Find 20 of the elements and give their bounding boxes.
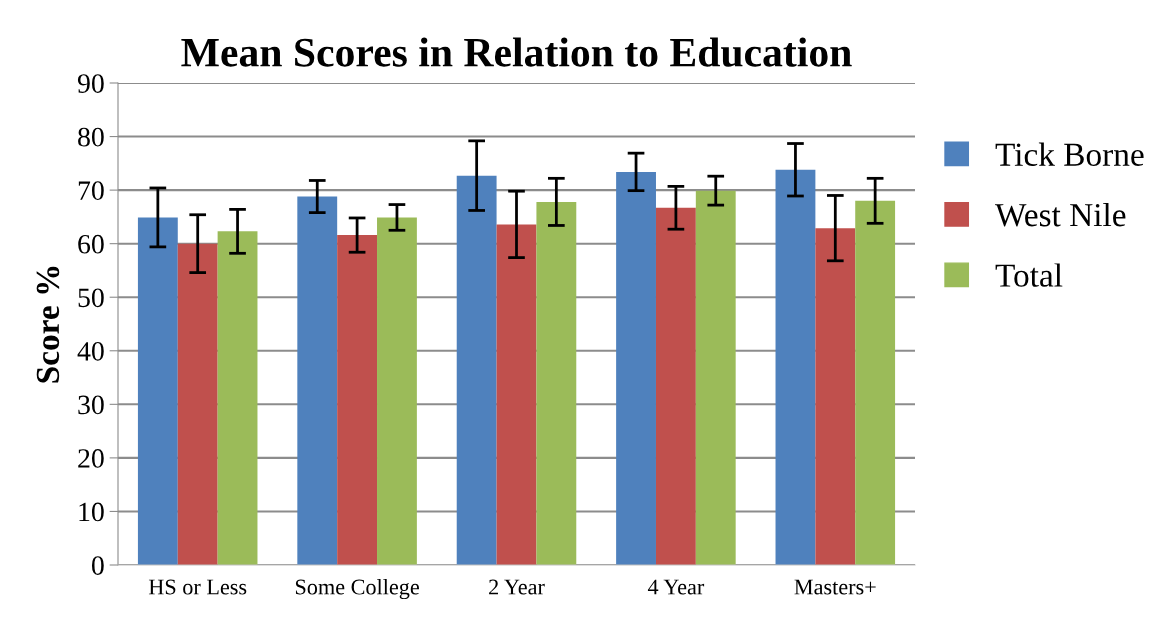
legend-label: West Nile bbox=[995, 202, 1126, 227]
chart-title: Mean Scores in Relation to Education bbox=[181, 37, 852, 67]
y-tick-label: 0 bbox=[91, 556, 104, 575]
legend-label: Tick Borne bbox=[995, 142, 1144, 166]
y-tick-label: 30 bbox=[78, 395, 104, 415]
y-axis-title: Score % bbox=[36, 266, 60, 383]
y-tick-label: 50 bbox=[78, 288, 104, 308]
y-tick-label: 60 bbox=[78, 234, 104, 254]
x-tick-label: Some College bbox=[295, 578, 419, 600]
y-tick-label: 80 bbox=[78, 127, 104, 147]
x-tick-label: 4 Year bbox=[647, 579, 705, 595]
legend-label: Total bbox=[995, 263, 1063, 287]
x-tick-label: Masters+ bbox=[794, 579, 876, 595]
y-tick-label: 40 bbox=[77, 341, 104, 361]
y-tick-label: 90 bbox=[77, 74, 104, 93]
x-tick-label: 2 Year bbox=[489, 579, 545, 595]
y-tick-label: 20 bbox=[78, 449, 104, 468]
y-tick-label: 10 bbox=[79, 502, 104, 522]
y-tick-label: 70 bbox=[78, 181, 104, 201]
x-tick-label: HS or Less bbox=[148, 579, 247, 595]
